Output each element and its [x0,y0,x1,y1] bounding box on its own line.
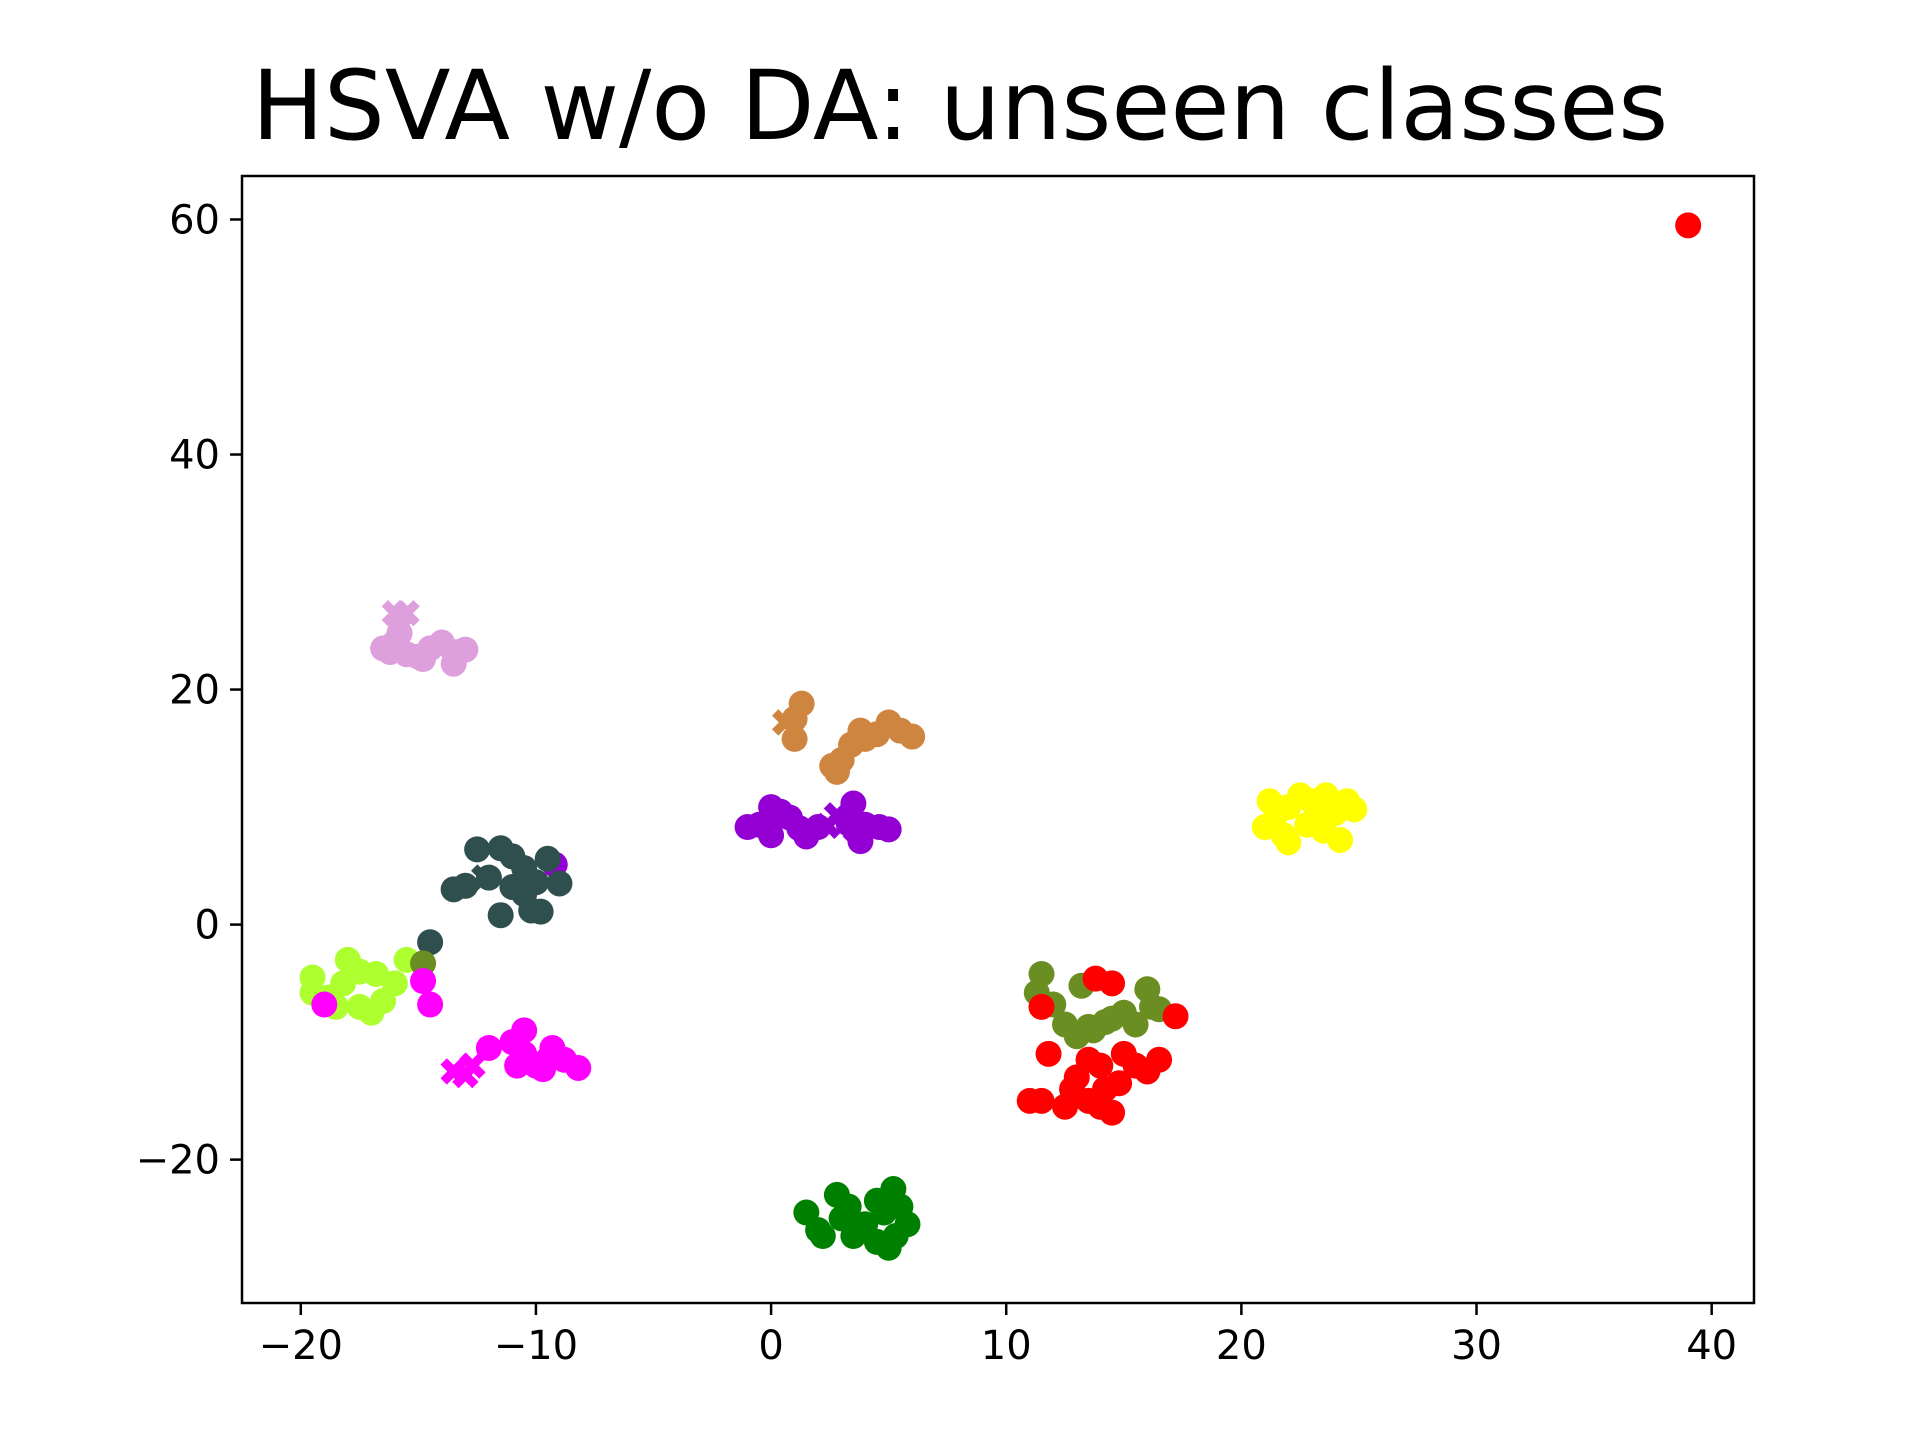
y-tick-label: 40 [169,433,220,479]
scatter-point [1122,1011,1149,1038]
scatter-point [1028,993,1055,1020]
x-tick-label: 10 [981,1323,1032,1369]
x-tick-label: 0 [758,1323,783,1369]
scatter-point [758,822,785,849]
scatter-point [330,970,357,997]
x-tick-label: 20 [1216,1323,1267,1369]
scatter-point [1035,1040,1062,1067]
x-tick-label: −20 [259,1323,343,1369]
data-marks [299,212,1702,1261]
scatter-point [1341,796,1368,823]
x-tick-label: 30 [1451,1323,1502,1369]
scatter-point [1087,1052,1114,1079]
scatter-point [1162,1003,1189,1030]
scatter-point [894,1211,921,1238]
scatter-point [417,991,444,1018]
x-tick-label: 40 [1686,1323,1737,1369]
scatter-point [781,725,808,752]
scatter-point [899,723,926,750]
scatter-point [410,646,437,672]
scatter-point [534,845,561,872]
scatter-cross-marker [459,1052,486,1079]
scatter-point [819,752,846,779]
scatter-point [410,968,437,994]
scatter-point [377,638,404,665]
scatter-point [1675,212,1702,239]
scatter-point [1028,1087,1055,1114]
scatter-point [863,1228,890,1255]
scatter-point [346,993,373,1020]
scatter-point [1075,1087,1102,1114]
scatter-cross-marker [842,816,869,843]
scatter-point [1327,826,1354,853]
axes-frame [240,174,1756,1305]
scatter-point [786,815,813,842]
scatter-point [504,1052,531,1079]
scatter-point [809,1223,836,1250]
scatter-point [527,898,554,925]
scatter-point [1099,1099,1126,1126]
y-tick-label: 60 [169,197,220,243]
scatter-point [487,902,514,929]
scatter-point [511,881,538,908]
scatter-point [311,991,338,1018]
y-tick-label: 0 [195,903,220,949]
scatter-cross-marker [393,599,420,627]
scatter-point [875,816,902,843]
scatter-point [767,798,794,825]
scatter-point [511,1017,538,1044]
y-tick-label: −20 [136,1138,220,1184]
scatter-point [475,1034,502,1061]
scatter-point [381,970,408,997]
scatter-point [452,872,479,899]
scatter-cross-marker [386,615,413,642]
scatter-point [1099,970,1126,997]
scatter-point [565,1054,592,1081]
scatter-point [1091,1009,1118,1036]
scatter-point [1106,1070,1133,1097]
axis-ticks: −20 −10 0 10 20 30 40 −20 0 20 40 60 [136,197,1738,1369]
scatter-point [529,1056,556,1083]
scatter-cross-marker [772,709,799,736]
scatter-point [417,929,444,956]
y-tick-label: 20 [169,668,220,714]
scatter-point [440,650,467,677]
scatter-cross-marker [471,864,498,891]
chart-title: HSVA w/o DA: unseen classes [251,50,1669,162]
scatter-point [546,870,573,897]
scatter-point [1146,1046,1173,1073]
scatter-point [1303,803,1330,830]
x-tick-label: −10 [494,1323,578,1369]
scatter-point [464,836,491,863]
scatter-point [863,721,890,748]
scatter-point [1270,822,1297,849]
scatter-point [835,1193,862,1220]
